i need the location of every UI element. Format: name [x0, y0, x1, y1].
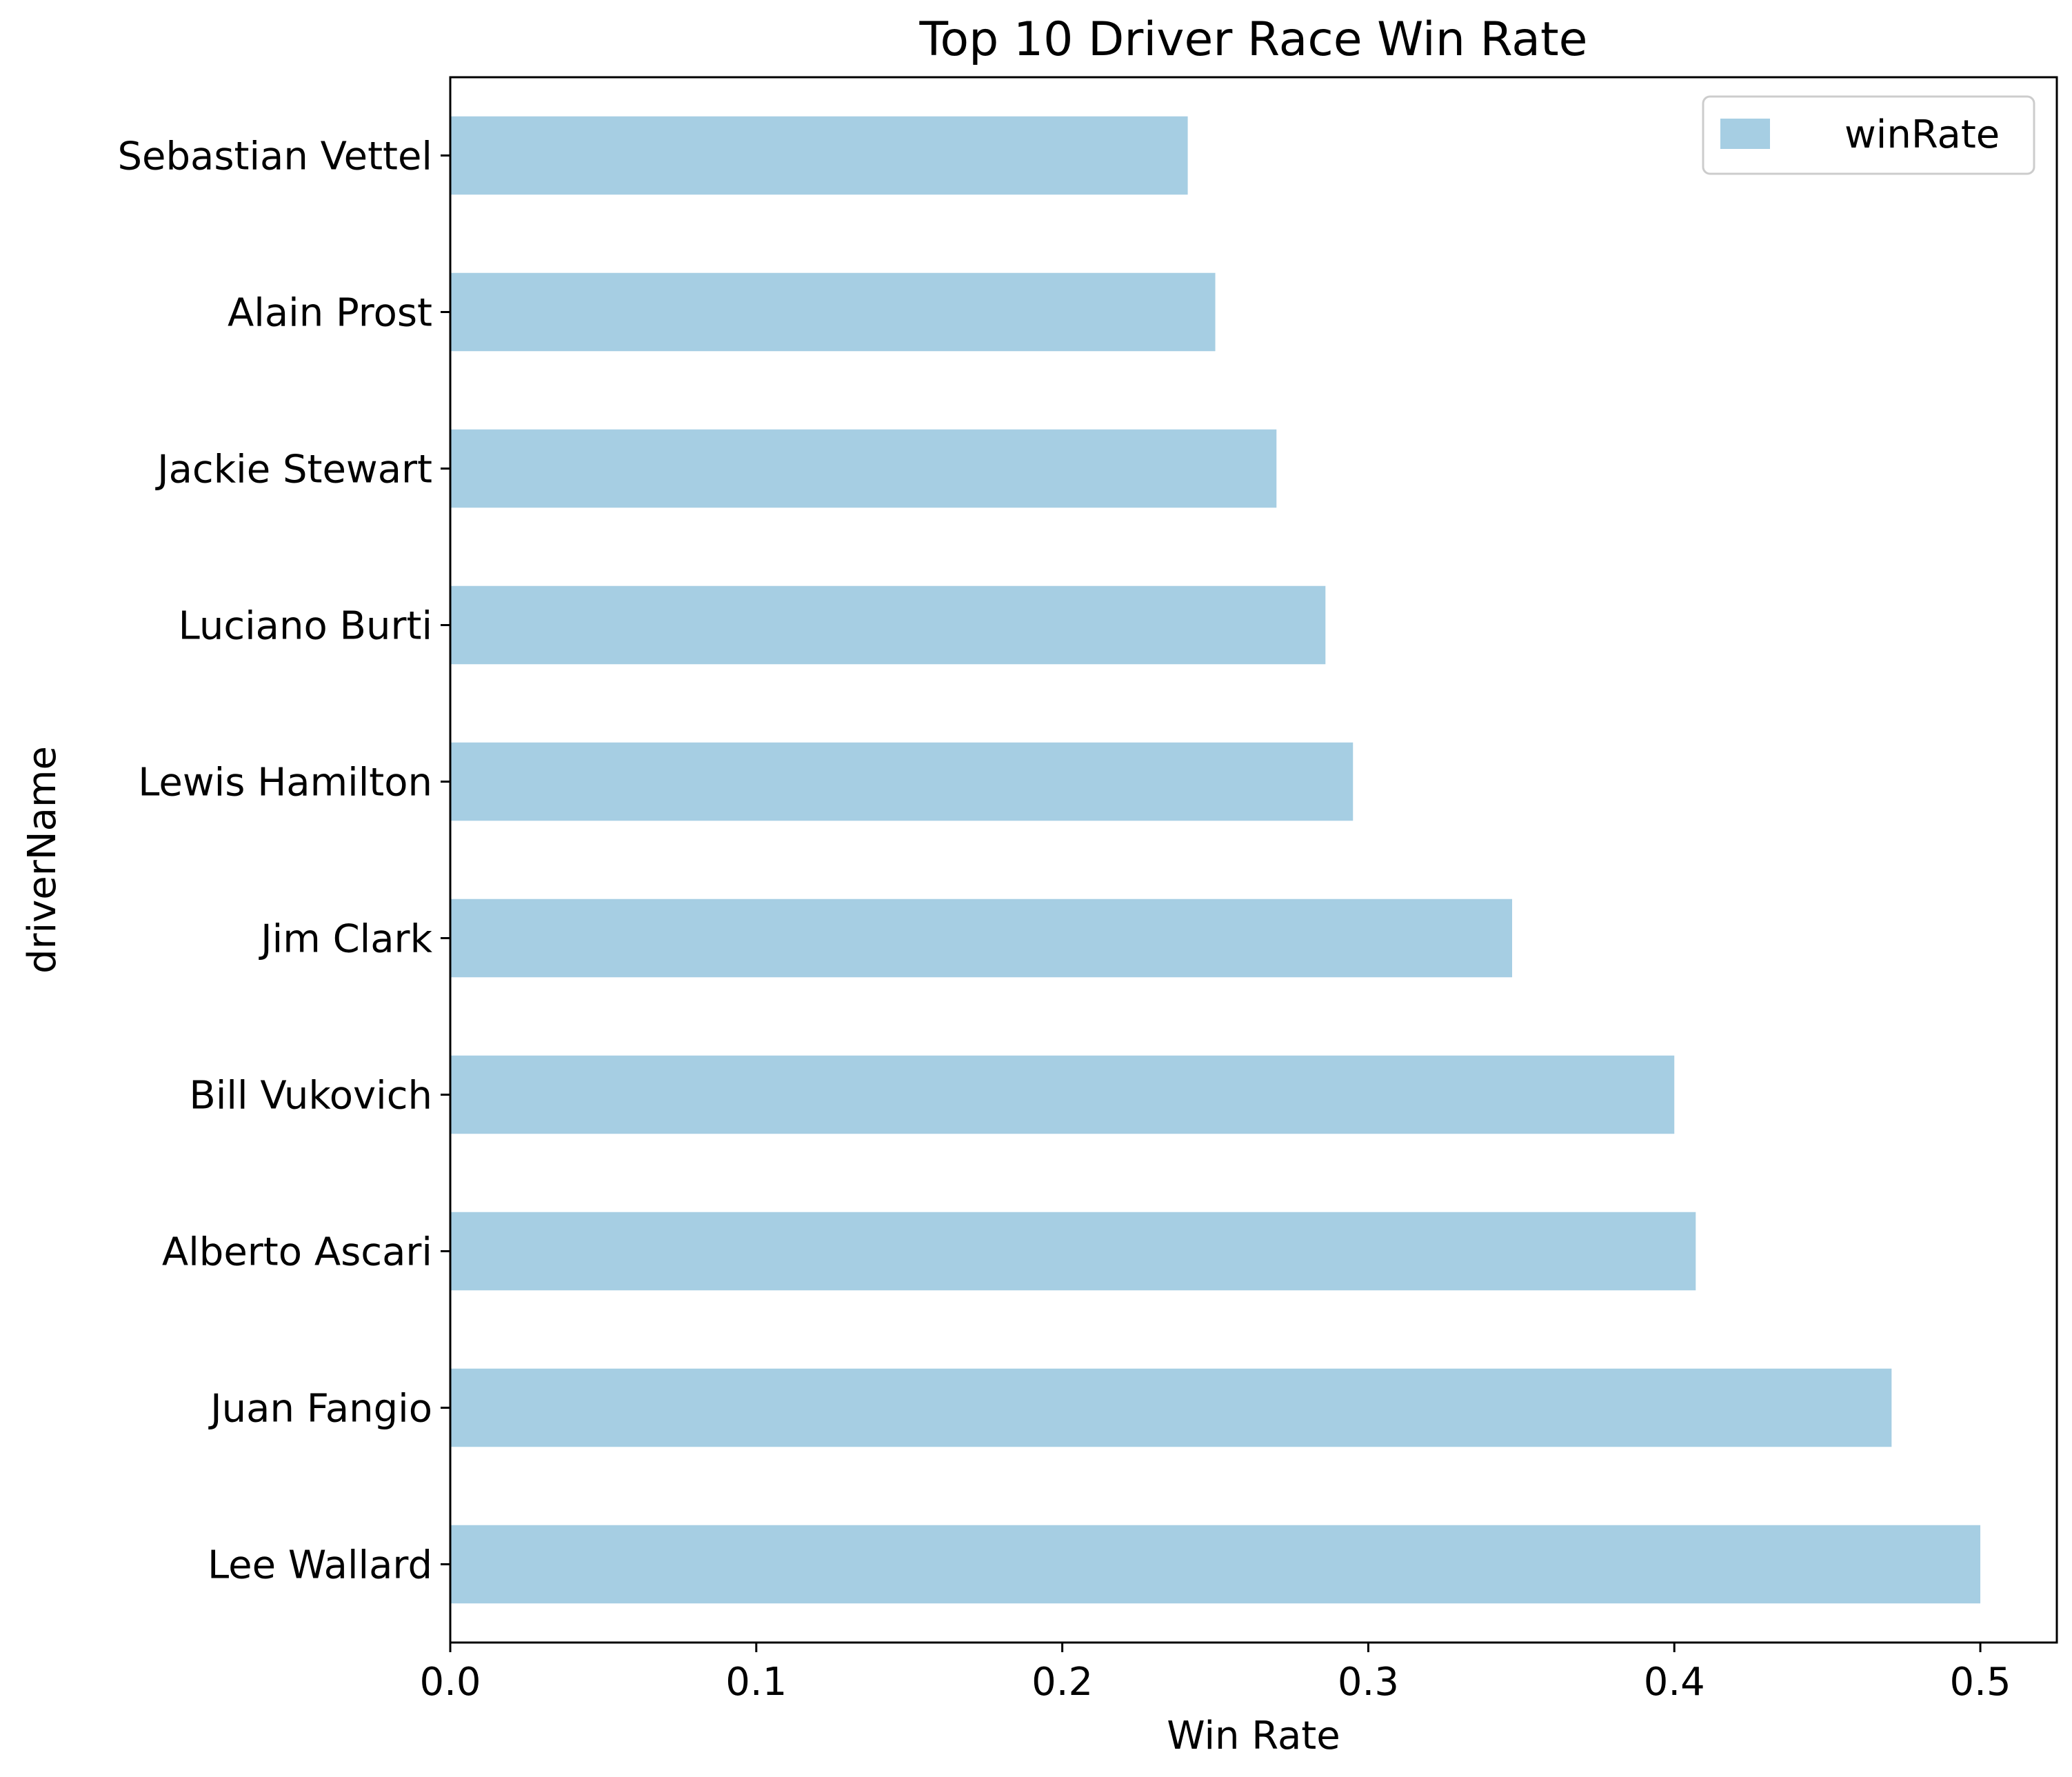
y-tick-label: Luciano Burti [179, 604, 432, 649]
y-tick-label: Lee Wallard [208, 1543, 432, 1588]
bar-lewis-hamilton [450, 742, 1354, 821]
bar-juan-fangio [450, 1368, 1892, 1447]
plot-frame [449, 76, 2058, 1644]
bar-jackie-stewart [450, 429, 1277, 508]
y-tick-label: Bill Vukovich [189, 1074, 432, 1118]
y-tick-label: Sebastian Vettel [117, 134, 432, 179]
legend-label: winRate [1844, 112, 2000, 157]
x-tick-label: 0.1 [725, 1660, 787, 1705]
bar-bill-vukovich [450, 1055, 1675, 1134]
bars-layer [450, 116, 1981, 1604]
chart-title: Top 10 Driver Race Win Rate [919, 12, 1588, 67]
bar-luciano-burti [450, 585, 1326, 665]
y-tick-label: Jim Clark [259, 917, 432, 962]
legend-swatch [1720, 119, 1770, 149]
x-tick-label: 0.4 [1644, 1660, 1705, 1705]
x-tick-label: 0.2 [1032, 1660, 1093, 1705]
x-tick-label: 0.3 [1338, 1660, 1399, 1705]
bar-sebastian-vettel [450, 116, 1188, 195]
x-tick-label: 0.5 [1950, 1660, 2011, 1705]
ticks-layer: Lee Wallard Juan Fangio Alberto Ascari Bill… [117, 134, 2011, 1705]
x-axis-label: Win Rate [1167, 1714, 1340, 1758]
y-tick-label: Lewis Hamilton [138, 761, 432, 805]
legend: winRate [1702, 95, 2035, 175]
bar-lee-wallard [450, 1525, 1981, 1604]
y-tick-label: Alberto Ascari [162, 1230, 432, 1275]
bar-alain-prost [450, 272, 1216, 352]
legend-box [1702, 95, 2035, 175]
bar-jim-clark [450, 898, 1513, 978]
y-tick-label: Jackie Stewart [155, 448, 432, 492]
y-tick-label: Alain Prost [228, 291, 432, 336]
x-tick-label: 0.0 [419, 1660, 481, 1705]
y-axis-label: driverName [20, 746, 65, 974]
y-tick-label: Juan Fangio [208, 1387, 432, 1432]
bar-alberto-ascari [450, 1212, 1696, 1291]
